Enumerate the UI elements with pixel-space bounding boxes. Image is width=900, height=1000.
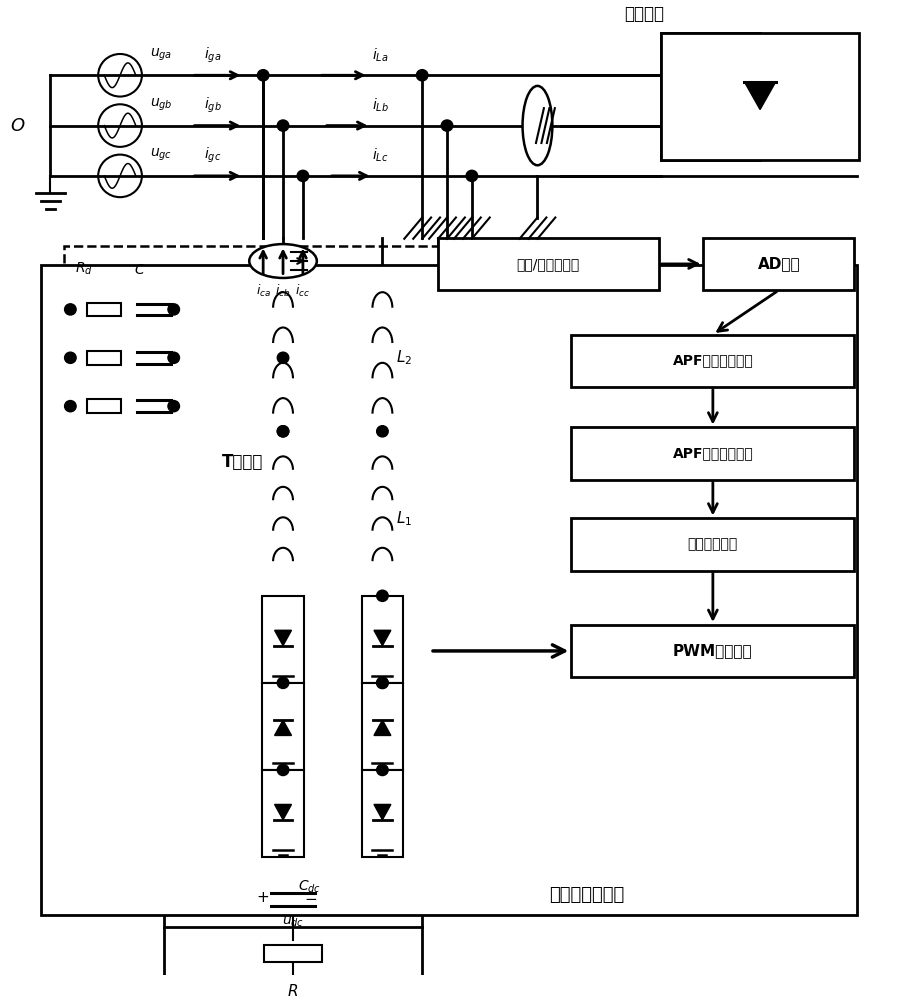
Text: 构造调制信号: 构造调制信号 [688, 538, 738, 552]
Text: $i_{gb}$: $i_{gb}$ [203, 96, 221, 115]
Polygon shape [274, 720, 292, 735]
Circle shape [277, 426, 289, 437]
Circle shape [377, 764, 388, 776]
Circle shape [277, 764, 289, 776]
Circle shape [257, 70, 269, 81]
Circle shape [297, 170, 309, 181]
Circle shape [168, 304, 179, 315]
Text: $i_{ga}$: $i_{ga}$ [203, 45, 220, 65]
Text: $L_2$: $L_2$ [396, 348, 412, 367]
Text: $u_{dc}$: $u_{dc}$ [282, 914, 304, 929]
Circle shape [168, 352, 179, 363]
Circle shape [277, 677, 289, 688]
Bar [362, 683, 403, 770]
Text: $i_{cc}$: $i_{cc}$ [295, 283, 310, 299]
Text: $u_{gb}$: $u_{gb}$ [150, 97, 173, 113]
Text: $-$: $-$ [304, 890, 318, 905]
Text: APF输出电流控制: APF输出电流控制 [672, 447, 753, 461]
Text: $C$: $C$ [134, 263, 146, 277]
Text: $i_{La}$: $i_{La}$ [373, 46, 389, 64]
Polygon shape [745, 82, 776, 110]
Text: $i_{Lc}$: $i_{Lc}$ [373, 147, 389, 164]
Circle shape [377, 590, 388, 601]
Circle shape [277, 352, 289, 363]
Bar [572, 335, 854, 387]
Bar [65, 246, 457, 499]
Circle shape [441, 120, 453, 131]
Text: APF指令电流生成: APF指令电流生成 [672, 354, 753, 368]
Circle shape [466, 170, 478, 181]
Bar [87, 399, 121, 413]
Bar [362, 770, 403, 857]
Bar [40, 265, 858, 915]
Bar [438, 238, 659, 290]
Text: PWM控制信号: PWM控制信号 [673, 643, 752, 658]
Text: $i_{cb}$: $i_{cb}$ [275, 283, 291, 299]
Text: $i_{Lb}$: $i_{Lb}$ [373, 97, 390, 114]
Text: 电压/电流传感器: 电压/电流传感器 [517, 257, 580, 271]
Polygon shape [374, 630, 391, 646]
Polygon shape [274, 630, 292, 646]
Text: +: + [256, 890, 269, 905]
Text: 有源电力滤波器: 有源电力滤波器 [549, 886, 625, 904]
Text: 豐波负载: 豐波负载 [624, 5, 664, 23]
Bar [87, 351, 121, 365]
Circle shape [65, 304, 76, 315]
Polygon shape [374, 804, 391, 820]
Bar [572, 427, 854, 480]
Text: $R_d$: $R_d$ [76, 260, 94, 277]
Circle shape [65, 401, 76, 412]
Circle shape [377, 677, 388, 688]
Polygon shape [374, 720, 391, 735]
Ellipse shape [523, 86, 553, 165]
Circle shape [65, 352, 76, 363]
Polygon shape [274, 804, 292, 820]
Bar [262, 596, 304, 683]
Bar [87, 303, 121, 316]
Text: $R$: $R$ [287, 983, 299, 999]
Bar [265, 945, 322, 962]
Bar [704, 238, 854, 290]
Circle shape [277, 426, 289, 437]
Bar [572, 625, 854, 677]
Circle shape [168, 401, 179, 412]
Bar [362, 596, 403, 683]
Circle shape [377, 677, 388, 688]
Text: $u_{gc}$: $u_{gc}$ [150, 147, 172, 163]
Text: AD采样: AD采样 [758, 256, 800, 271]
Bar [661, 33, 860, 160]
Text: $u_{ga}$: $u_{ga}$ [150, 46, 172, 63]
Text: $C_{dc}$: $C_{dc}$ [298, 878, 321, 895]
Text: $i_{gc}$: $i_{gc}$ [203, 146, 220, 165]
Bar [572, 518, 854, 571]
Text: $i_{ca}$: $i_{ca}$ [256, 283, 271, 299]
Text: $L_1$: $L_1$ [396, 509, 412, 528]
Ellipse shape [249, 244, 317, 278]
Circle shape [417, 70, 428, 81]
Circle shape [277, 120, 289, 131]
Circle shape [377, 426, 388, 437]
Text: O: O [11, 117, 25, 135]
Bar [262, 770, 304, 857]
Bar [262, 683, 304, 770]
Text: T型滤波: T型滤波 [221, 453, 263, 471]
